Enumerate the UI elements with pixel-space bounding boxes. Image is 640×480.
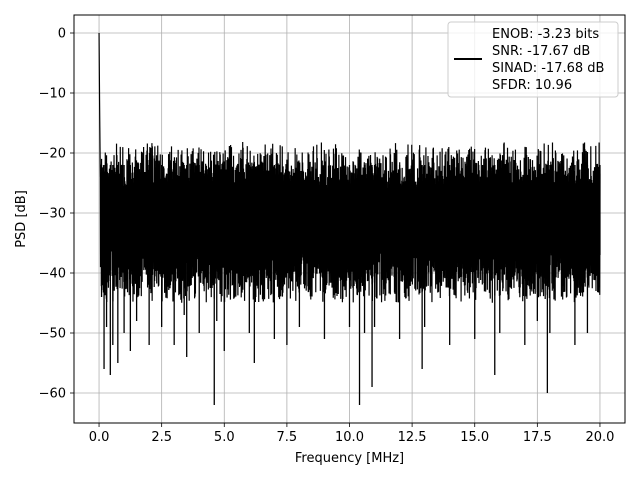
x-tick-label: 15.0 bbox=[460, 430, 489, 445]
x-tick-label: 12.5 bbox=[398, 430, 427, 445]
y-tick-label: −30 bbox=[39, 207, 66, 222]
x-tick-label: 7.5 bbox=[277, 430, 298, 445]
x-tick-label: 20.0 bbox=[585, 430, 614, 445]
y-tick-label: −50 bbox=[39, 327, 66, 342]
y-tick-label: −10 bbox=[39, 87, 66, 102]
x-tick-label: 17.5 bbox=[523, 430, 552, 445]
y-tick-label: 0 bbox=[58, 27, 66, 42]
legend-box bbox=[447, 21, 619, 98]
y-tick-label: −60 bbox=[39, 387, 66, 402]
legend-text-sinad: SINAD: -17.68 dB bbox=[492, 61, 604, 76]
legend: ENOB: -3.23 bits SNR: -17.67 dB SINAD: -… bbox=[447, 21, 619, 98]
series-layer bbox=[98, 32, 601, 405]
x-tick-label: 0.0 bbox=[89, 430, 110, 445]
legend-text-enob: ENOB: -3.23 bits bbox=[492, 27, 599, 42]
x-axis-title: Frequency [MHz] bbox=[295, 451, 404, 466]
x-axis: 0.0 2.5 5.0 7.5 10.0 12.5 15.0 17.5 20.0 bbox=[89, 423, 614, 445]
y-tick-label: −20 bbox=[39, 147, 66, 162]
y-tick-label: −40 bbox=[39, 267, 66, 282]
legend-text-snr: SNR: -17.67 dB bbox=[492, 44, 590, 59]
legend-text-sfdr: SFDR: 10.96 bbox=[492, 78, 572, 93]
plot-area bbox=[98, 32, 601, 405]
x-tick-label: 5.0 bbox=[214, 430, 235, 445]
y-axis-title: PSD [dB] bbox=[14, 190, 29, 248]
x-tick-label: 2.5 bbox=[151, 430, 172, 445]
y-axis: 0 −10 −20 −30 −40 −50 −60 bbox=[39, 27, 74, 402]
x-tick-label: 10.0 bbox=[335, 430, 364, 445]
